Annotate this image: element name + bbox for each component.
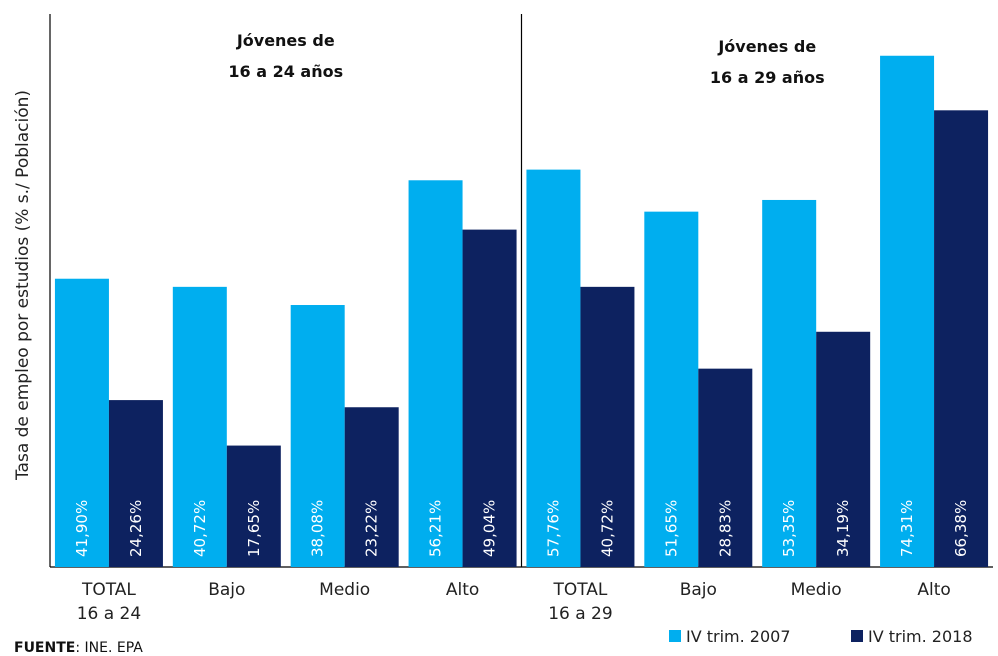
chart-legend: IV trim. 2007 IV trim. 2018: [669, 627, 973, 646]
bar: [816, 331, 871, 567]
chart-bar-labels: 41,90% 24,26% 40,72% 17,65% 38,08% 23,22% 56,2…: [73, 500, 970, 557]
group-title-line2: 16 a 24 años: [228, 62, 343, 81]
bar: [172, 286, 227, 567]
bar: [54, 278, 109, 567]
y-axis-label: Tasa de empleo por estudios (% s./ Pobla…: [13, 90, 33, 481]
bar: [462, 229, 517, 567]
bar-value-label: 23,22%: [363, 500, 381, 557]
bar: [108, 400, 163, 567]
x-tick-label: TOTAL: [81, 580, 136, 600]
x-tick-label: 16 a 24: [77, 604, 142, 624]
bar-value-label: 28,83%: [716, 500, 734, 557]
x-tick-label: Medio: [319, 580, 370, 600]
x-tick-label: TOTAL: [552, 580, 607, 600]
x-tick-label: Bajo: [208, 580, 245, 600]
bar: [698, 368, 753, 567]
bar-value-label: 66,38%: [952, 500, 970, 557]
bar: [762, 199, 817, 567]
legend-label: IV trim. 2018: [868, 627, 973, 646]
bar: [290, 305, 345, 567]
bar-value-label: 38,08%: [309, 500, 327, 557]
bar-value-label: 51,65%: [662, 500, 680, 557]
bar: [880, 55, 935, 568]
group-title-line1: Jóvenes de: [236, 31, 335, 50]
bar-value-label: 49,04%: [481, 500, 499, 557]
bar: [526, 169, 581, 567]
bar-value-label: 41,90%: [73, 500, 91, 557]
bar: [934, 110, 989, 567]
chart-bars: [54, 55, 989, 568]
bar-value-label: 34,19%: [834, 500, 852, 557]
legend-swatch: [669, 630, 681, 642]
x-tick-label: 16 a 29: [548, 604, 613, 624]
bar-value-label: 40,72%: [191, 500, 209, 557]
x-tick-label: Bajo: [680, 580, 717, 600]
bar: [408, 180, 463, 567]
source-note: FUENTE: INE. EPA: [14, 640, 143, 656]
bar-value-label: 24,26%: [127, 500, 145, 557]
bar-value-label: 74,31%: [898, 500, 916, 557]
bar: [344, 407, 399, 567]
bar: [580, 286, 635, 567]
bar: [644, 211, 699, 568]
source-text: : INE. EPA: [75, 640, 143, 656]
bar: [226, 445, 281, 567]
x-tick-label: Alto: [446, 580, 479, 600]
bar-value-label: 56,21%: [427, 500, 445, 557]
legend-label: IV trim. 2007: [686, 627, 791, 646]
group-title-line2: 16 a 29 años: [710, 68, 825, 87]
source-label: FUENTE: [14, 640, 76, 656]
bar-value-label: 40,72%: [598, 500, 616, 557]
bar-value-label: 57,76%: [544, 500, 562, 557]
legend-swatch: [851, 630, 863, 642]
x-tick-label: Medio: [791, 580, 842, 600]
bar-value-label: 53,35%: [780, 500, 798, 557]
chart-group-titles: Jóvenes de 16 a 24 años Jóvenes de 16 a 29 …: [228, 31, 824, 87]
x-tick-label: Alto: [917, 580, 950, 600]
bar-value-label: 17,65%: [245, 500, 263, 557]
chart-category-labels: TOTAL 16 a 24 Bajo Medio Alto TOTAL 16 a 29 Baj…: [77, 580, 951, 624]
group-title-line1: Jóvenes de: [717, 37, 816, 56]
